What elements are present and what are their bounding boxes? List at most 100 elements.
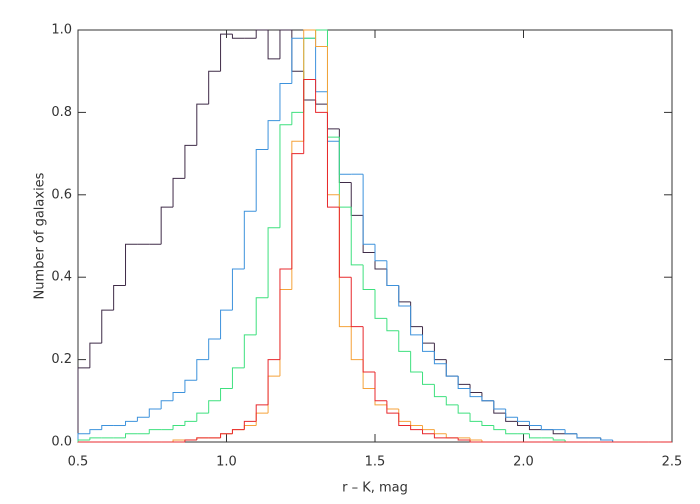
y-tick-label: 0.2 — [51, 352, 72, 367]
histogram-step — [422, 326, 435, 344]
histogram-step — [410, 301, 423, 328]
histogram-step — [172, 392, 185, 401]
histogram-step — [350, 207, 364, 266]
histogram-step — [528, 425, 542, 431]
histogram-step — [350, 326, 364, 361]
histogram-step — [422, 334, 435, 352]
histogram-step — [196, 359, 209, 381]
histogram-step — [457, 437, 471, 441]
histogram-step — [410, 306, 423, 336]
histogram-step — [255, 404, 269, 422]
histogram-step — [433, 343, 447, 361]
histogram-step — [338, 194, 352, 328]
histogram-step — [315, 100, 328, 105]
histogram-step — [398, 285, 411, 303]
histogram-step — [445, 433, 459, 439]
x-tick-label: 2.5 — [662, 455, 683, 470]
histogram-step — [279, 268, 292, 360]
y-tick-label: 0.6 — [51, 187, 72, 202]
histogram-step — [160, 206, 174, 245]
histogram-step — [362, 326, 375, 373]
histogram-step — [481, 396, 494, 402]
x-tick-label: 2.0 — [513, 455, 534, 470]
histogram-step — [374, 289, 387, 319]
histogram-step — [267, 30, 280, 60]
histogram-step — [457, 404, 471, 414]
histogram-step — [410, 421, 423, 427]
histogram-step — [576, 433, 589, 439]
histogram-step — [291, 153, 304, 269]
histogram-step — [77, 439, 90, 442]
histogram-step — [220, 387, 233, 401]
histogram-step — [255, 412, 269, 426]
histogram-step — [540, 425, 554, 431]
histogram-step — [315, 79, 328, 113]
histogram-step — [469, 388, 482, 398]
histogram-step — [315, 29, 328, 39]
x-tick-label: 1.0 — [216, 455, 237, 470]
histogram-step — [326, 104, 340, 130]
histogram-step — [374, 244, 387, 262]
histogram-step — [517, 417, 530, 422]
y-axis-label: Number of galaxies — [33, 172, 48, 299]
histogram-step — [172, 425, 185, 430]
histogram-step — [231, 429, 245, 434]
histogram-step — [243, 210, 257, 269]
histogram-step — [220, 433, 233, 438]
histogram-step — [517, 421, 530, 427]
histogram-step — [291, 37, 304, 84]
histogram-step — [255, 148, 269, 212]
histogram-step — [433, 351, 447, 365]
histogram-step — [350, 277, 364, 328]
histogram-step — [303, 78, 316, 154]
histogram-step — [398, 413, 411, 427]
histogram-step — [231, 34, 245, 39]
histogram-step — [362, 264, 375, 291]
histogram-step — [374, 371, 387, 402]
histogram-step — [101, 309, 114, 344]
histogram-step — [445, 363, 459, 377]
histogram-step — [148, 429, 162, 434]
histogram-step — [398, 409, 411, 422]
histogram-step — [279, 29, 292, 59]
histogram-step — [267, 227, 280, 298]
histogram-step — [125, 243, 138, 286]
histogram-step — [243, 334, 257, 368]
histogram-step — [208, 70, 221, 105]
histogram-step — [564, 429, 577, 435]
histogram-step — [101, 425, 114, 430]
histogram-step — [326, 46, 340, 196]
histogram-step — [457, 376, 471, 389]
histogram-step — [338, 207, 352, 278]
y-tick-label: 0.4 — [51, 270, 72, 285]
histogram-step — [303, 71, 316, 101]
histogram-step — [184, 439, 197, 442]
y-tick-label: 0.0 — [51, 435, 72, 450]
histogram-step — [184, 420, 197, 426]
histogram-step — [279, 289, 292, 377]
histogram-step — [386, 318, 399, 332]
histogram-step — [77, 433, 90, 442]
histogram-step — [410, 351, 423, 373]
histogram-step — [196, 412, 209, 422]
histogram-step — [398, 330, 411, 352]
histogram-step — [386, 260, 399, 286]
histogram-step — [172, 177, 185, 208]
histogram-step — [445, 396, 459, 406]
histogram-step — [303, 37, 316, 113]
histogram-step — [255, 297, 269, 335]
histogram-step — [600, 437, 613, 441]
histogram-step — [231, 268, 245, 311]
histogram-step — [552, 437, 566, 441]
histogram-step — [231, 367, 245, 389]
histogram-step — [184, 379, 197, 393]
histogram-step — [469, 437, 482, 441]
histogram-step — [528, 421, 542, 427]
histogram-step — [125, 420, 138, 426]
histogram-step — [493, 400, 506, 414]
histogram-step — [552, 429, 566, 435]
histogram-step — [493, 425, 506, 431]
histogram-step — [326, 30, 340, 138]
histogram-step — [267, 359, 280, 405]
